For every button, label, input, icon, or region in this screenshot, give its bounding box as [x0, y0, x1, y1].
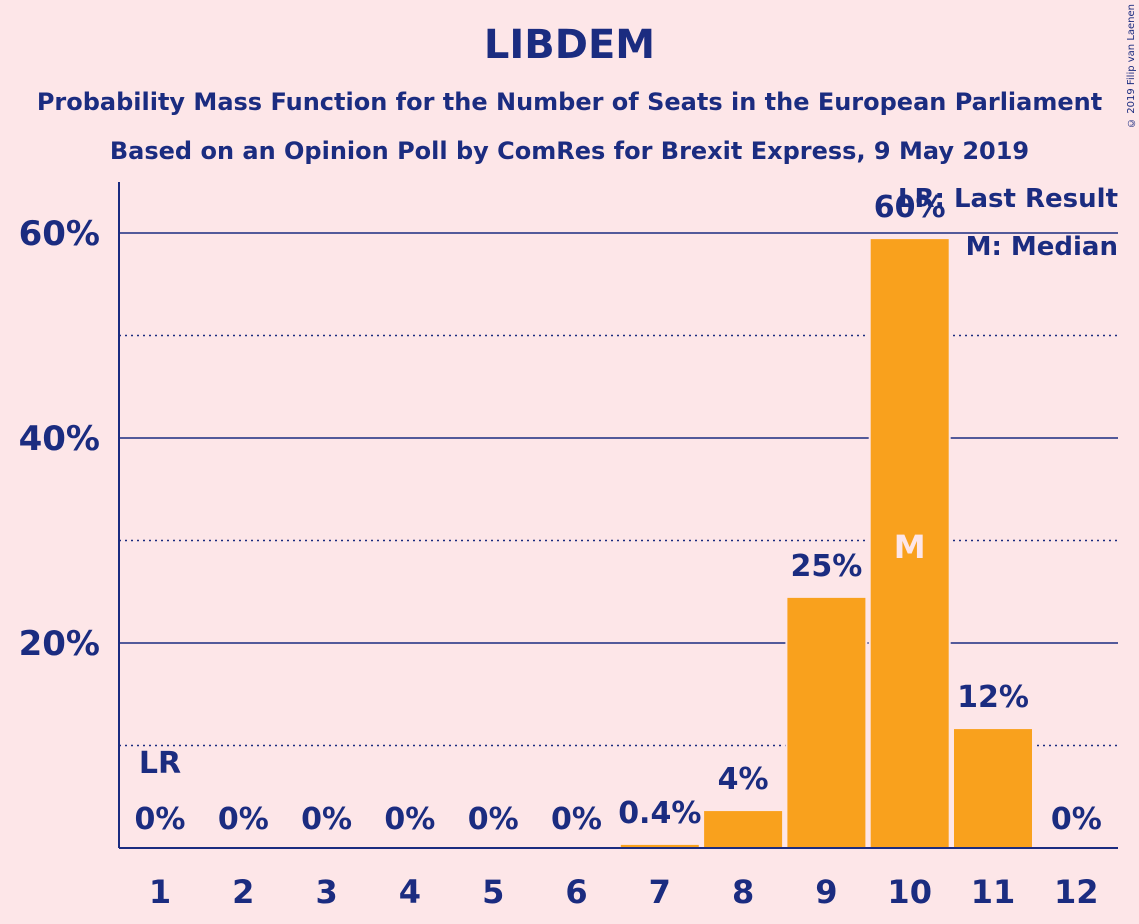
y-tick-label: 40% [19, 419, 100, 459]
bar [702, 809, 785, 850]
data-label: 0% [218, 802, 269, 837]
data-label: 25% [790, 549, 862, 584]
data-label: 12% [957, 680, 1029, 715]
data-label: 0% [301, 802, 352, 837]
data-label: 0.4% [618, 796, 701, 831]
chart-subtitle-poll: Based on an Opinion Poll by ComRes for B… [109, 137, 1030, 165]
data-label: 0% [384, 802, 435, 837]
chart-title: LIBDEM [483, 22, 656, 68]
bar [785, 595, 868, 849]
median-marker: M [894, 528, 926, 566]
data-label: 0% [1051, 802, 1102, 837]
x-tick-label: 11 [971, 873, 1016, 911]
data-label: 0% [468, 802, 519, 837]
x-tick-label: 6 [565, 873, 587, 911]
legend-median: M: Median [965, 232, 1118, 262]
data-label: 0% [135, 802, 186, 837]
x-tick-label: 2 [232, 873, 254, 911]
last-result-marker: LR [139, 746, 181, 781]
x-tick-label: 4 [399, 873, 421, 911]
bar [952, 727, 1034, 850]
y-tick-label: 60% [19, 214, 100, 254]
bar [868, 237, 951, 849]
chart-subtitle: Probability Mass Function for the Number… [36, 88, 1103, 116]
x-tick-label: 1 [149, 873, 171, 911]
x-tick-label: 5 [482, 873, 504, 911]
y-tick-label: 20% [19, 624, 100, 664]
x-tick-label: 9 [815, 873, 837, 911]
data-label: 60% [874, 190, 946, 225]
x-tick-label: 8 [732, 873, 754, 911]
x-tick-label: 7 [649, 873, 671, 911]
data-label: 4% [718, 762, 769, 797]
legend-last-result: LR: Last Result [897, 184, 1118, 214]
data-label: 0% [551, 802, 602, 837]
x-tick-label: 10 [887, 873, 932, 911]
x-tick-label: 12 [1054, 873, 1099, 911]
x-tick-label: 3 [315, 873, 337, 911]
